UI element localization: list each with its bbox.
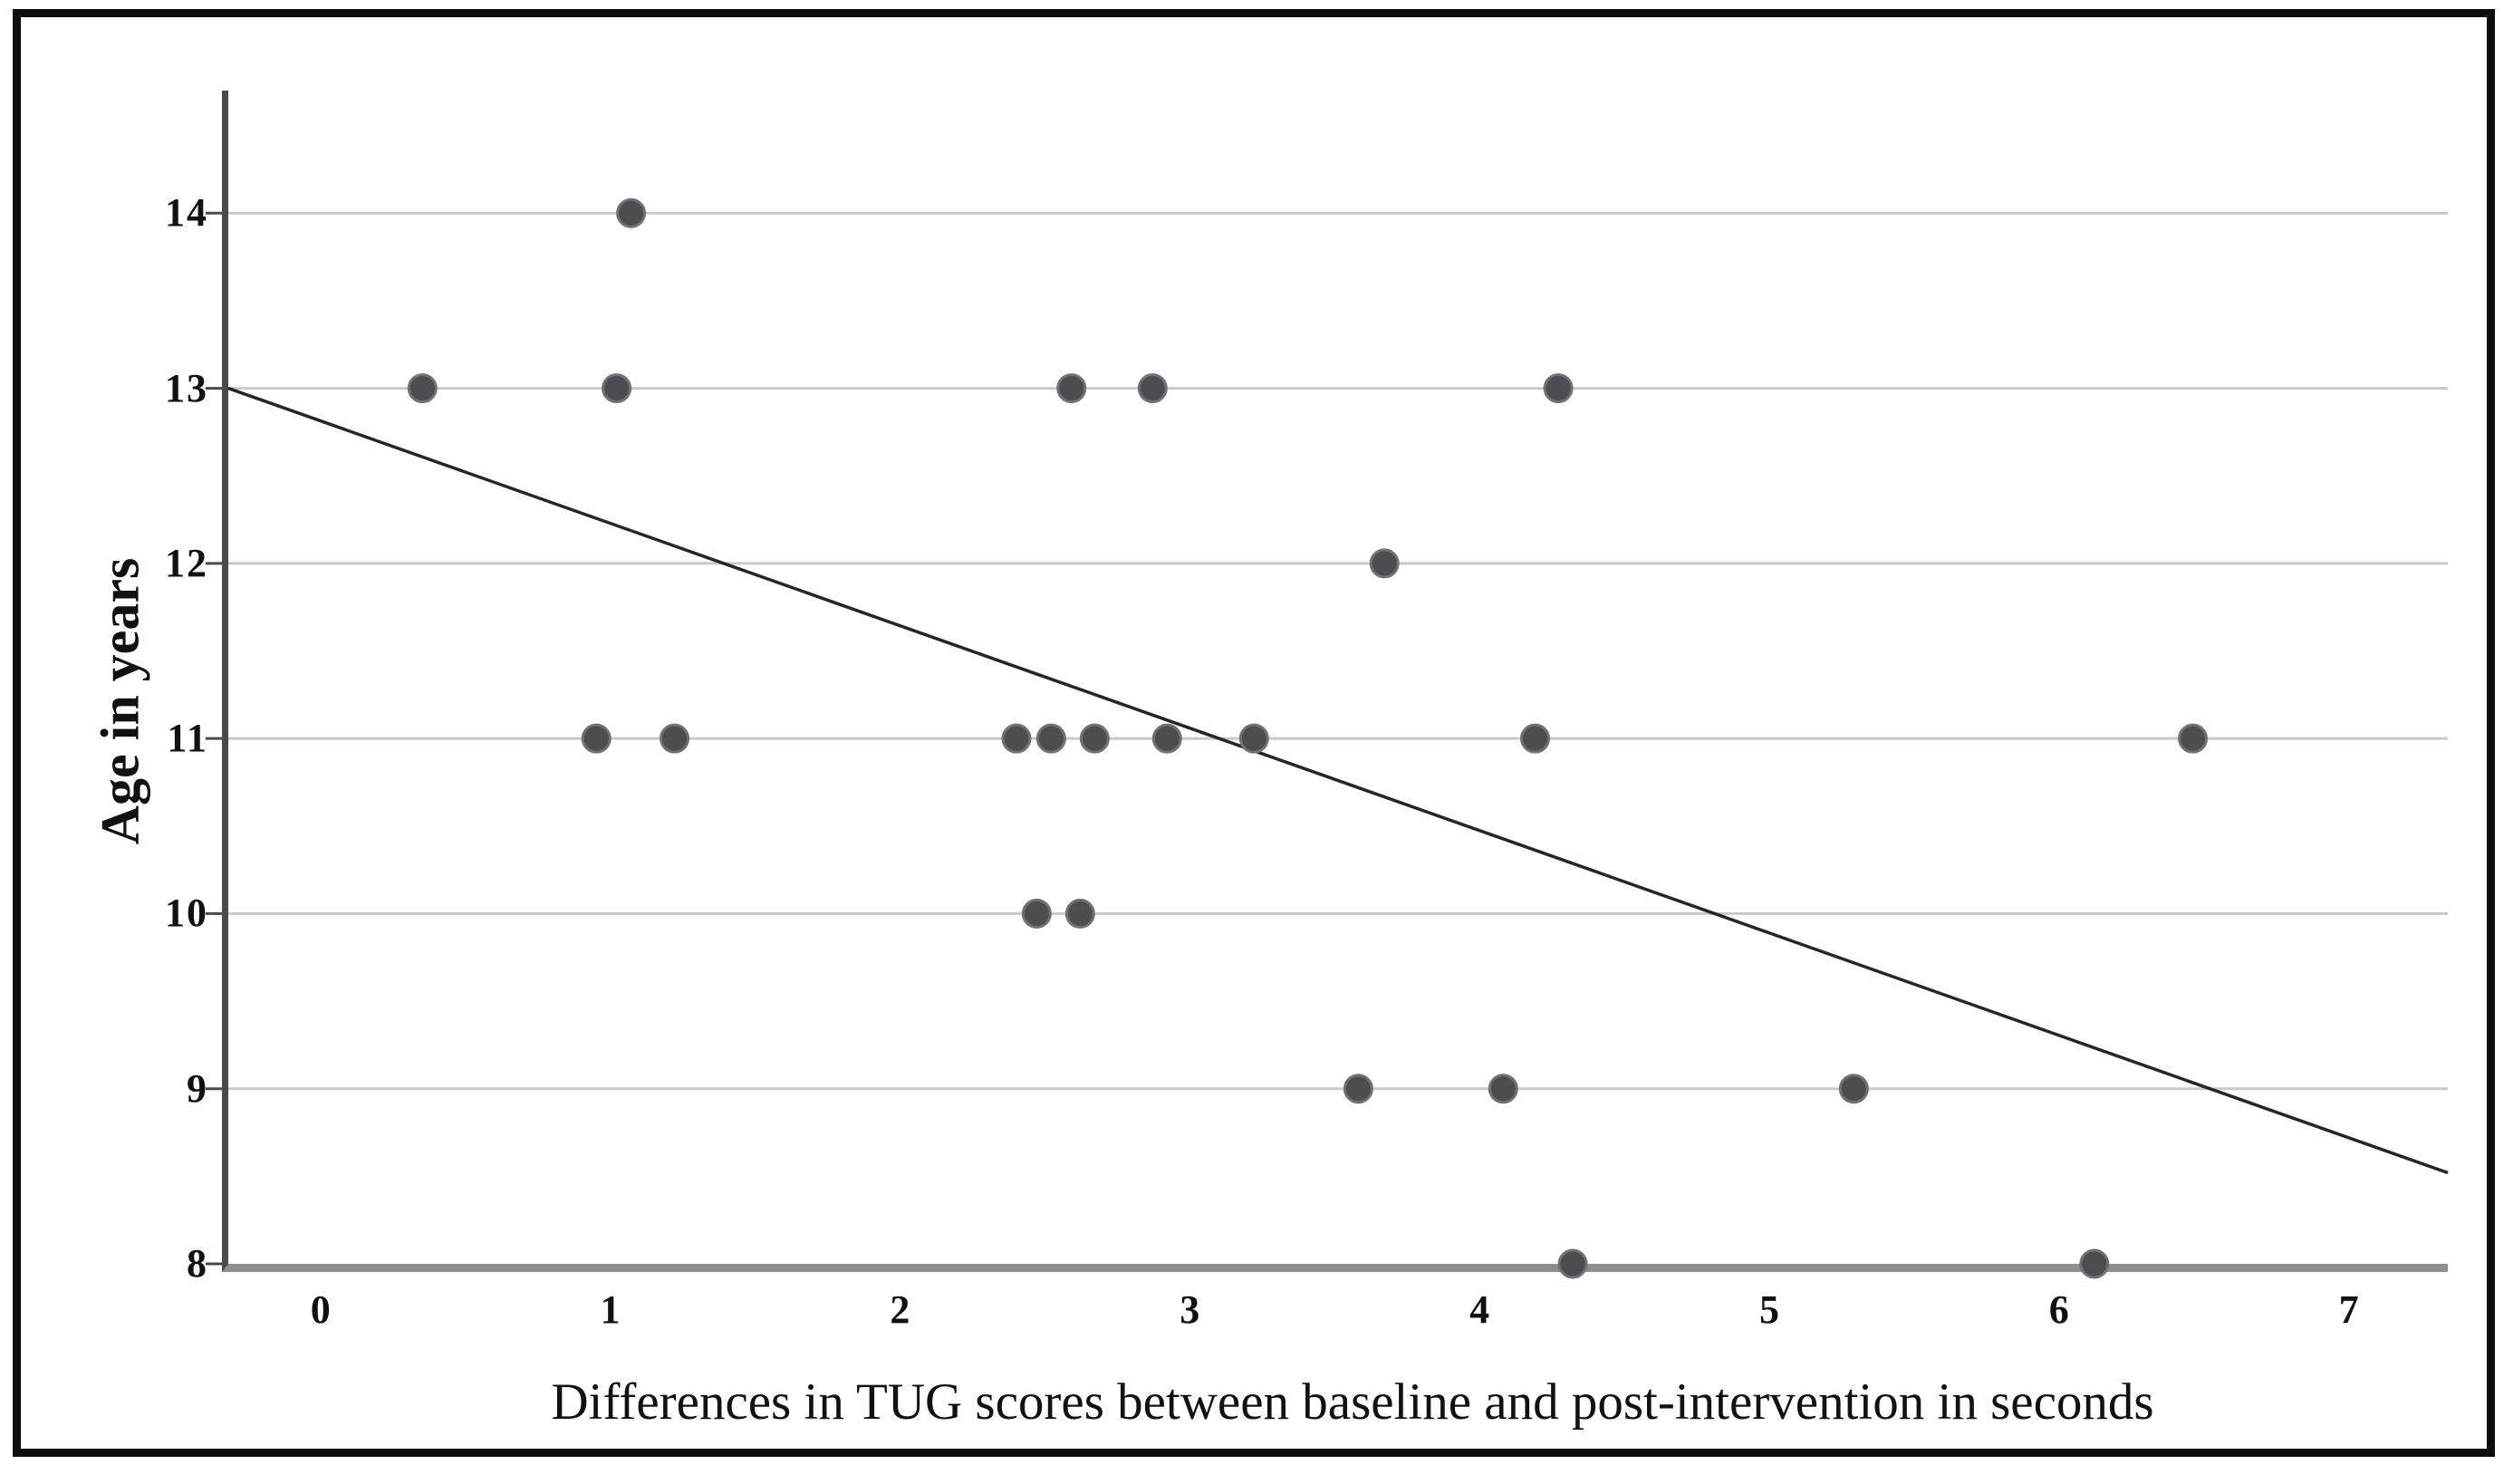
x-axis-title: Differences in TUG scores between baseli…	[551, 1373, 2154, 1431]
data-point-12	[1151, 723, 1182, 754]
scatter-plot-svg	[206, 198, 2449, 1279]
data-point-18	[1343, 1074, 1373, 1104]
data-point-0	[616, 198, 647, 228]
data-point-21	[1557, 1248, 1588, 1279]
y-tick-label-8: 8	[187, 1241, 208, 1286]
y-axis-title: Age in years	[90, 557, 150, 845]
data-point-5	[1543, 373, 1574, 404]
data-point-4	[1137, 373, 1168, 404]
y-tick-label-10: 10	[165, 891, 208, 936]
data-point-6	[1369, 548, 1400, 579]
data-point-20	[1838, 1074, 1869, 1104]
data-point-10	[1035, 723, 1066, 754]
x-tick-label-0: 0	[310, 1287, 331, 1332]
plot-area	[206, 91, 2449, 1279]
data-point-8	[660, 723, 690, 754]
x-tick-label-6: 6	[2048, 1287, 2069, 1332]
data-point-16	[1021, 898, 1052, 929]
data-point-3	[1056, 373, 1087, 404]
data-point-19	[1488, 1074, 1518, 1104]
x-tick-label-5: 5	[1758, 1287, 1779, 1332]
data-point-2	[602, 373, 632, 404]
data-point-17	[1064, 898, 1095, 929]
x-tick-label-7: 7	[2338, 1287, 2359, 1332]
y-tick-label-12: 12	[165, 540, 208, 585]
y-tick-label-9: 9	[187, 1065, 208, 1111]
data-point-13	[1238, 723, 1269, 754]
data-point-14	[1519, 723, 1550, 754]
data-point-22	[2079, 1248, 2110, 1279]
regression-fit-line	[227, 386, 2449, 1175]
data-point-1	[407, 373, 438, 404]
y-tick-label-14: 14	[165, 190, 208, 236]
data-point-7	[581, 723, 612, 754]
data-point-11	[1079, 723, 1110, 754]
data-point-9	[1001, 723, 1032, 754]
x-tick-label-1: 1	[600, 1287, 621, 1332]
x-tick-label-2: 2	[890, 1287, 910, 1332]
y-tick-label-11: 11	[167, 716, 208, 761]
x-tick-label-4: 4	[1469, 1287, 1490, 1332]
data-point-15	[2178, 723, 2209, 754]
y-tick-label-13: 13	[165, 365, 208, 410]
x-tick-label-3: 3	[1180, 1287, 1200, 1332]
